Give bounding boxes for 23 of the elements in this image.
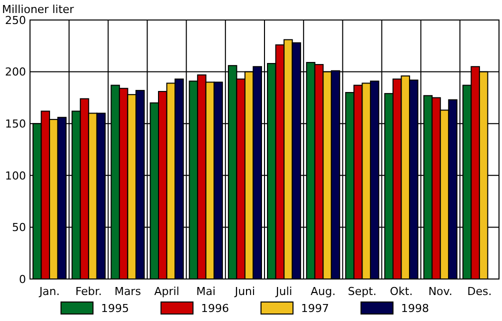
x-tick-label: Des.	[467, 285, 492, 298]
x-tick-label: Sept.	[348, 285, 376, 298]
legend-label: 1995	[101, 302, 129, 315]
x-tick-label: Mars	[114, 285, 142, 298]
y-tick-label: 200	[5, 66, 26, 79]
y-tick-label: 0	[19, 272, 26, 286]
x-tick-label: Mai	[196, 285, 216, 298]
y-tick-label: 250	[5, 14, 26, 27]
y-axis-title: Millioner liter	[2, 3, 74, 16]
x-tick-label: Juni	[234, 285, 256, 298]
y-tick-label: 150	[5, 117, 26, 130]
x-tick-label: Okt.	[390, 285, 413, 298]
legend-label: 1997	[301, 302, 329, 315]
x-tick-label: Febr.	[75, 285, 102, 298]
legend-label: 1998	[401, 302, 429, 315]
x-tick-label: Aug.	[310, 285, 336, 298]
y-tick-label: 50	[12, 221, 26, 234]
y-tick-label: 100	[5, 169, 26, 182]
x-tick-label: April	[154, 285, 180, 298]
x-tick-label: Nov.	[428, 285, 452, 298]
x-tick-label: Jan.	[38, 285, 60, 298]
x-tick-label: Juli	[274, 285, 292, 298]
legend-label: 1996	[201, 302, 229, 315]
